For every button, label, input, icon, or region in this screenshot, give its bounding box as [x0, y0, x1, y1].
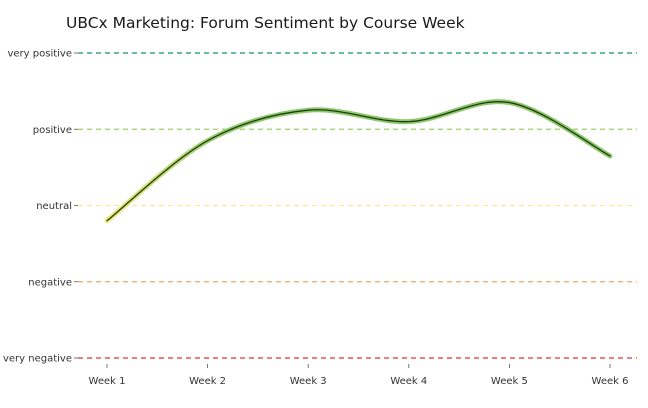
x-tick-label: Week 6 — [592, 376, 629, 387]
y-tick-label: negative — [28, 277, 72, 288]
series-line — [106, 101, 611, 222]
x-tick-label: Week 3 — [290, 376, 327, 387]
chart-title: UBCx Marketing: Forum Sentiment by Cours… — [66, 14, 465, 32]
x-tick-label: Week 5 — [491, 376, 528, 387]
x-tick-label: Week 4 — [390, 376, 427, 387]
y-tick-label: very negative — [3, 354, 72, 365]
x-axis: Week 1 Week 2 Week 3 Week 4 Week 5 Week 6 — [89, 364, 629, 387]
series-band — [104, 99, 613, 224]
y-tick-label: positive — [33, 125, 72, 136]
sentiment-reference-lines — [78, 52, 637, 359]
y-tick-label: neutral — [36, 201, 72, 212]
y-tick-label: very positive — [7, 49, 72, 60]
series-layer — [104, 99, 613, 224]
y-axis: very negative negative neutral positive very… — [3, 49, 78, 365]
x-tick-label: Week 1 — [89, 376, 126, 387]
x-tick-label: Week 2 — [189, 376, 226, 387]
